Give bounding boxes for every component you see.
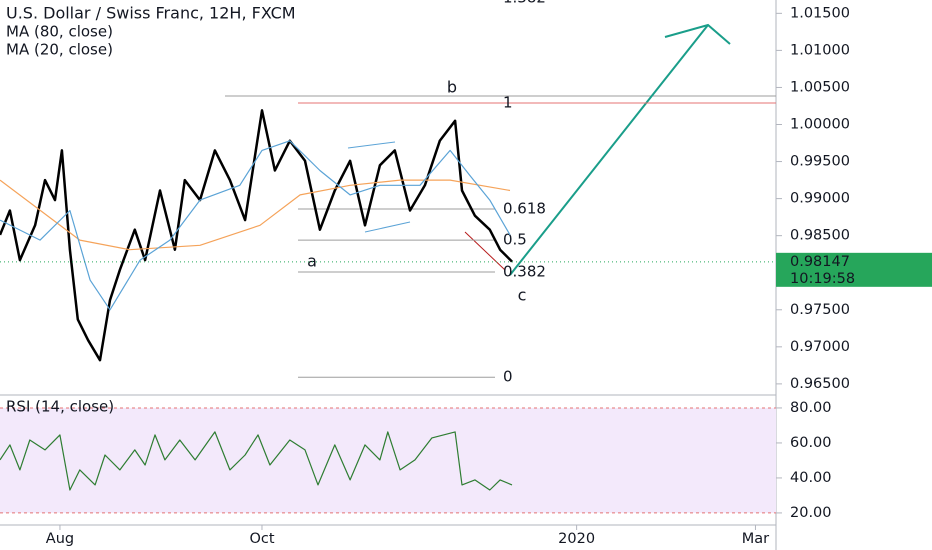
y-tick-label: 1.00500 <box>790 79 850 95</box>
x-tick-label: Aug <box>46 531 74 547</box>
chart-title: U.S. Dollar / Swiss Franc, 12H, FXCM <box>6 4 296 23</box>
wave-label: c <box>518 286 527 305</box>
wave-label: b <box>447 78 457 97</box>
x-tick-label: Oct <box>249 531 274 547</box>
y-tick-label: 1.01000 <box>790 42 850 58</box>
countdown-label: 10:19:58 <box>790 271 855 287</box>
y-tick-label: 80.00 <box>790 400 832 416</box>
projection-arrowhead <box>664 23 731 45</box>
fib-level-label: 0 <box>503 368 513 386</box>
x-tick-label: Mar <box>742 531 769 547</box>
x-tick-label: 2020 <box>558 531 595 547</box>
y-tick-label: 60.00 <box>790 435 832 451</box>
y-tick-label: 0.99500 <box>790 154 850 170</box>
moving-average-line <box>0 140 511 311</box>
wave-label: a <box>307 252 317 271</box>
y-tick-label: 0.96500 <box>790 376 850 392</box>
y-tick-label: 0.99000 <box>790 191 850 207</box>
fib-level-label: 0.5 <box>503 231 527 249</box>
wave-line <box>464 231 506 271</box>
last-price-label: 0.98147 <box>790 254 850 270</box>
last-price-box <box>776 252 932 287</box>
y-tick-label: 20.00 <box>790 505 832 521</box>
rsi-line <box>0 431 513 491</box>
y-tick-label: 0.97000 <box>790 339 850 355</box>
fib-level-label: 1 <box>503 94 513 112</box>
y-tick-label: 40.00 <box>790 470 832 486</box>
price-line <box>0 109 513 362</box>
fib-level-label: 1.382 <box>503 0 546 6</box>
fib-level-label: 0.382 <box>503 262 546 280</box>
legend-entry: MA (20, close) <box>6 41 113 59</box>
rsi-band <box>0 407 776 513</box>
channel-line <box>347 141 396 149</box>
rsi-title: RSI (14, close) <box>6 398 114 416</box>
y-tick-label: 1.01500 <box>790 5 850 21</box>
y-tick-label: 1.00000 <box>790 117 850 133</box>
legend-entry: MA (80, close) <box>6 23 113 41</box>
y-tick-label: 0.97500 <box>790 302 850 318</box>
y-tick-label: 0.98500 <box>790 228 850 244</box>
fib-level-label: 0.618 <box>503 199 546 217</box>
channel-line <box>364 221 411 233</box>
projection-arrow <box>509 24 709 276</box>
